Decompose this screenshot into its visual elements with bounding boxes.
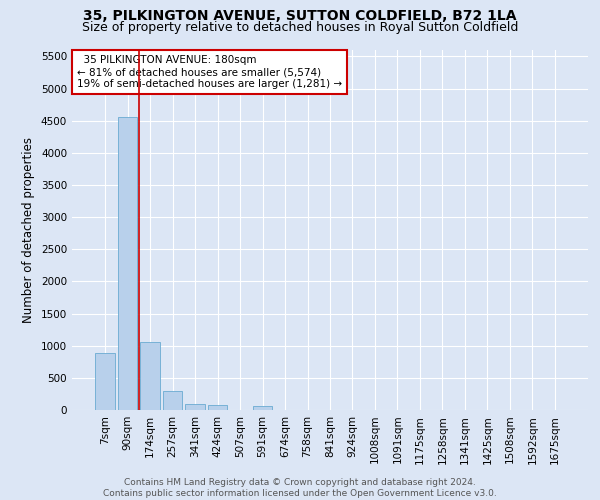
Text: Size of property relative to detached houses in Royal Sutton Coldfield: Size of property relative to detached ho… — [82, 21, 518, 34]
Bar — [185, 404, 205, 410]
Bar — [95, 354, 115, 410]
Text: 35 PILKINGTON AVENUE: 180sqm  
← 81% of detached houses are smaller (5,574)
19% : 35 PILKINGTON AVENUE: 180sqm ← 81% of de… — [77, 56, 342, 88]
Bar — [208, 405, 227, 410]
Bar — [118, 117, 137, 410]
Text: 35, PILKINGTON AVENUE, SUTTON COLDFIELD, B72 1LA: 35, PILKINGTON AVENUE, SUTTON COLDFIELD,… — [83, 9, 517, 23]
Bar — [163, 392, 182, 410]
Y-axis label: Number of detached properties: Number of detached properties — [22, 137, 35, 323]
Text: Contains HM Land Registry data © Crown copyright and database right 2024.
Contai: Contains HM Land Registry data © Crown c… — [103, 478, 497, 498]
Bar — [140, 342, 160, 410]
Bar — [253, 406, 272, 410]
